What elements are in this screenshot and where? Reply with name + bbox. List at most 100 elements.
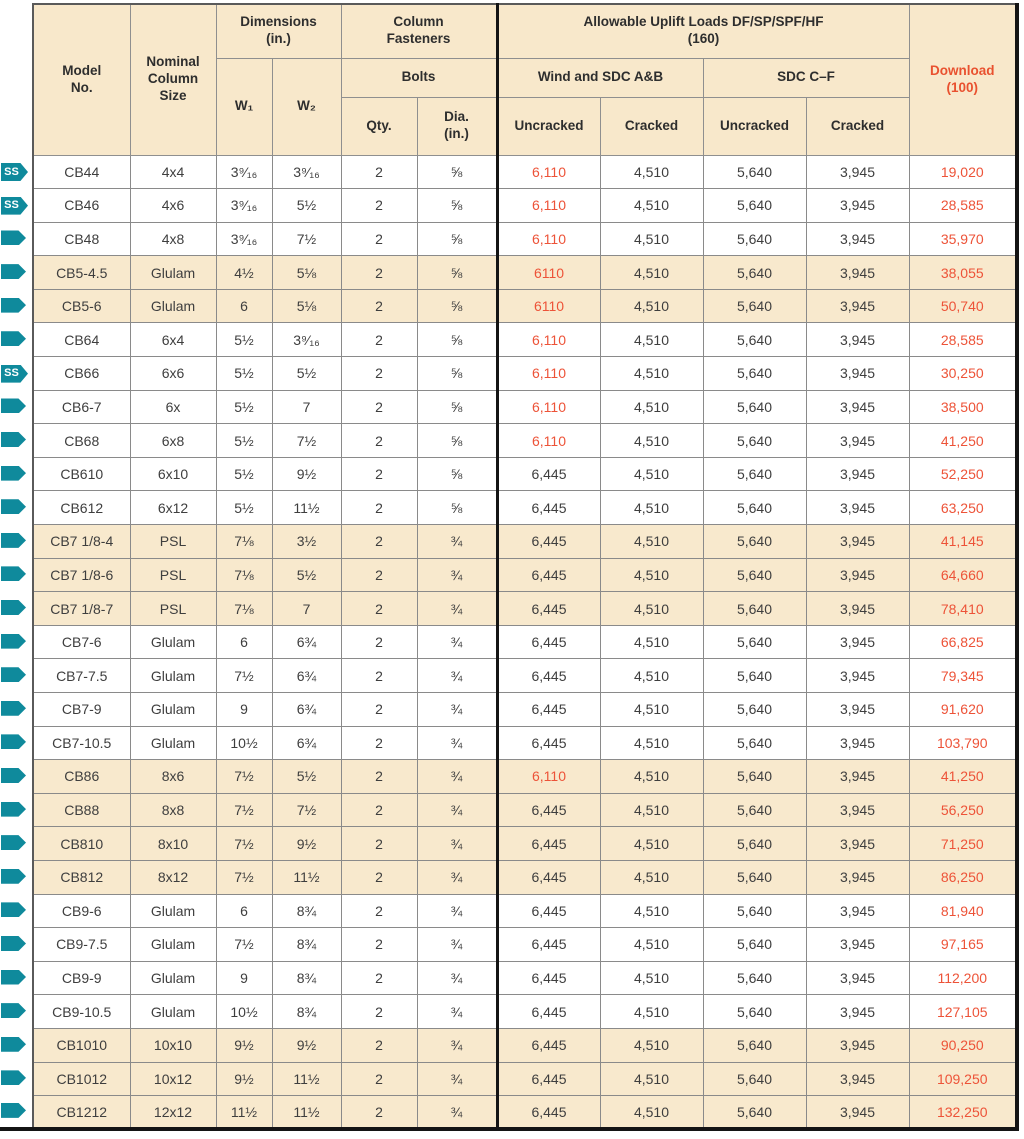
wind-cracked-cell: 4,510: [599, 927, 704, 962]
model-no-cell: CB612: [32, 490, 131, 526]
col-header-wind-sdc-ab: Wind and SDC A&B: [495, 57, 704, 98]
wind-uncracked-cell: 6,445: [495, 456, 601, 492]
bolt-dia-cell: ⅝: [416, 356, 498, 391]
wind-cracked-cell: 4,510: [599, 960, 704, 996]
bolt-dia-cell: ⅝: [416, 255, 498, 290]
sdc-uncracked-cell: 5,640: [702, 490, 807, 526]
sdc-uncracked-cell: 5,640: [702, 322, 807, 358]
col-header-sdc-cf: SDC C–F: [702, 57, 910, 98]
wind-uncracked-cell: 6,445: [495, 927, 601, 962]
badge-gutter-cell: [0, 1028, 33, 1063]
sdc-uncracked-cell: 5,640: [702, 859, 807, 895]
w1-cell: 6: [215, 893, 273, 929]
table-row: SS CB46 4x6 3⁹⁄₁₆ 5½ 2 ⅝ 6,110 4,510 5,640 3,945 28…: [0, 188, 1019, 223]
wind-cracked-cell: 4,510: [599, 759, 704, 794]
nominal-size-cell: Glulam: [129, 624, 217, 660]
model-no-cell: CB610: [32, 456, 131, 492]
wind-cracked-cell: 4,510: [599, 725, 704, 761]
sdc-uncracked-cell: 5,640: [702, 1095, 807, 1132]
bolt-qty-cell: 2: [340, 389, 418, 425]
wind-uncracked-cell: 6,110: [495, 389, 601, 425]
badge-gutter-cell: [0, 591, 33, 626]
sdc-uncracked-cell: 5,640: [702, 692, 807, 727]
badge-gutter-cell: [0, 793, 33, 827]
download-cell: 71,250: [908, 826, 1019, 861]
sdc-uncracked-cell: 5,640: [702, 624, 807, 660]
download-cell: 86,250: [908, 859, 1019, 895]
nominal-size-cell: Glulam: [129, 692, 217, 727]
wind-uncracked-cell: 6,110: [495, 423, 601, 458]
arrow-badge-icon: [1, 297, 26, 313]
w2-cell: 3⁹⁄₁₆: [271, 322, 342, 358]
w1-cell: 6: [215, 624, 273, 660]
bolt-qty-cell: 2: [340, 322, 418, 358]
wind-uncracked-cell: 6,445: [495, 591, 601, 626]
bolt-qty-cell: 2: [340, 288, 418, 324]
w1-cell: 5½: [215, 456, 273, 492]
arrow-badge-icon: [1, 600, 26, 616]
wind-cracked-cell: 4,510: [599, 658, 704, 693]
bolt-qty-cell: 2: [340, 591, 418, 626]
table-row: CB7 1/8-6 PSL 7⅛ 5½ 2 ¾ 6,445 4,510 5,640 3,945 64…: [0, 557, 1019, 593]
download-cell: 38,055: [908, 255, 1019, 290]
sdc-uncracked-cell: 5,640: [702, 725, 807, 761]
sdc-cracked-cell: 3,945: [805, 221, 910, 257]
download-cell: 112,200: [908, 960, 1019, 996]
col-header-wind-cracked: Cracked: [599, 96, 704, 156]
bolt-dia-cell: ¾: [416, 859, 498, 895]
model-no-cell: CB64: [32, 322, 131, 358]
w2-cell: 8¾: [271, 893, 342, 929]
bolt-dia-cell: ¾: [416, 725, 498, 761]
table-row: CB5-4.5 Glulam 4½ 5⅛ 2 ⅝ 6110 4,510 5,640 3,945 38…: [0, 255, 1019, 290]
wind-uncracked-cell: 6,445: [495, 792, 601, 828]
sdc-cracked-cell: 3,945: [805, 255, 910, 290]
nominal-size-cell: 6x10: [129, 456, 217, 492]
bolt-dia-cell: ⅝: [416, 389, 498, 425]
w2-cell: 3⁹⁄₁₆: [271, 154, 342, 190]
spec-table: Model No. Nominal Column Size Dimensions…: [0, 3, 1019, 1132]
badge-gutter-cell: [0, 490, 33, 525]
nominal-size-cell: 6x12: [129, 490, 217, 526]
sdc-uncracked-cell: 5,640: [702, 994, 807, 1029]
table-row: CB64 6x4 5½ 3⁹⁄₁₆ 2 ⅝ 6,110 4,510 5,640 3,945 28,5…: [0, 322, 1019, 358]
nominal-size-cell: 10x10: [129, 1027, 217, 1063]
w1-cell: 5½: [215, 490, 273, 526]
bolt-dia-cell: ⅝: [416, 456, 498, 492]
col-header-dimensions: Dimensions (in.): [215, 3, 342, 59]
col-header-nominal-column-size: Nominal Column Size: [129, 3, 217, 156]
sdc-uncracked-cell: 5,640: [702, 927, 807, 962]
wind-uncracked-cell: 6110: [495, 255, 601, 290]
model-no-cell: CB48: [32, 221, 131, 257]
bolt-dia-cell: ¾: [416, 692, 498, 727]
w1-cell: 10½: [215, 725, 273, 761]
table-row: CB7-10.5 Glulam 10½ 6¾ 2 ¾ 6,445 4,510 5,640 3,94…: [0, 725, 1019, 761]
col-header-w1: W₁: [215, 57, 273, 156]
wind-cracked-cell: 4,510: [599, 322, 704, 358]
model-no-cell: CB46: [32, 188, 131, 223]
w1-cell: 7⅛: [215, 524, 273, 559]
wind-cracked-cell: 4,510: [599, 490, 704, 526]
wind-cracked-cell: 4,510: [599, 994, 704, 1029]
download-cell: 127,105: [908, 994, 1019, 1029]
sdc-uncracked-cell: 5,640: [702, 456, 807, 492]
wind-cracked-cell: 4,510: [599, 389, 704, 425]
model-no-cell: CB7 1/8-7: [32, 591, 131, 626]
bolt-qty-cell: 2: [340, 1061, 418, 1097]
bolt-dia-cell: ¾: [416, 557, 498, 593]
bolt-dia-cell: ¾: [416, 524, 498, 559]
bolt-qty-cell: 2: [340, 994, 418, 1029]
download-cell: 52,250: [908, 456, 1019, 492]
arrow-badge-icon: [1, 902, 26, 918]
badge-gutter-cell: [0, 524, 33, 559]
download-cell: 56,250: [908, 792, 1019, 828]
download-cell: 81,940: [908, 893, 1019, 929]
bolt-qty-cell: 2: [340, 826, 418, 861]
model-no-cell: CB9-6: [32, 893, 131, 929]
table-row: CB812 8x12 7½ 11½ 2 ¾ 6,445 4,510 5,640 3,945 86,2…: [0, 859, 1019, 895]
badge-gutter-cell: [0, 255, 33, 290]
col-header-download: Download (100): [908, 3, 1019, 156]
model-no-cell: CB44: [32, 154, 131, 190]
w2-cell: 8¾: [271, 960, 342, 996]
table-row: CB9-7.5 Glulam 7½ 8¾ 2 ¾ 6,445 4,510 5,640 3,945 9…: [0, 927, 1019, 962]
bolt-qty-cell: 2: [340, 423, 418, 458]
